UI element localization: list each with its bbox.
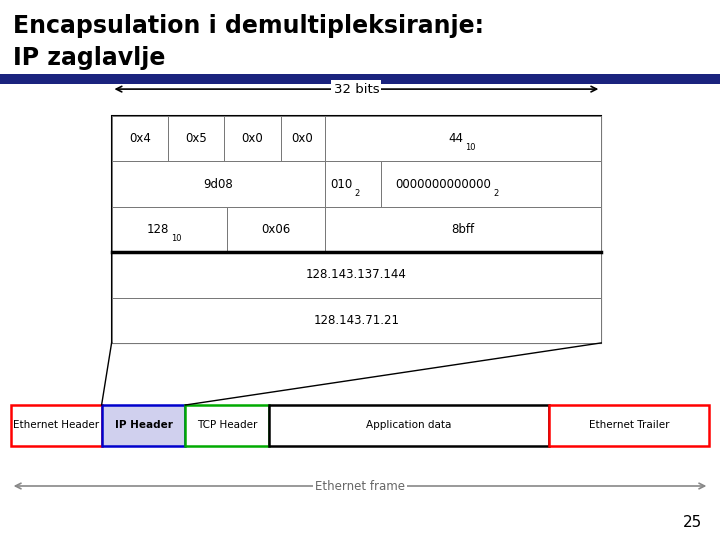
Text: 010: 010 — [330, 178, 353, 191]
Bar — [0, 74, 720, 84]
Bar — [381, 161, 601, 207]
Text: 128.143.71.21: 128.143.71.21 — [313, 314, 400, 327]
Text: Application data: Application data — [366, 420, 451, 430]
Text: 0x5: 0x5 — [185, 132, 207, 145]
Bar — [112, 116, 168, 161]
Text: TCP Header: TCP Header — [197, 420, 258, 430]
Text: 10: 10 — [465, 143, 475, 152]
Text: Encapsulation i demultipleksiranje:: Encapsulation i demultipleksiranje: — [13, 14, 484, 37]
Text: 32 bits: 32 bits — [333, 83, 379, 96]
Bar — [112, 298, 601, 343]
Text: 2: 2 — [355, 188, 360, 198]
Text: Ethernet Trailer: Ethernet Trailer — [589, 420, 669, 430]
Text: 9d08: 9d08 — [203, 178, 233, 191]
Text: 44: 44 — [448, 132, 463, 145]
Bar — [168, 116, 224, 161]
Text: Ethernet frame: Ethernet frame — [315, 480, 405, 492]
Text: 10: 10 — [171, 234, 181, 243]
Text: IP Header: IP Header — [114, 420, 172, 430]
Bar — [224, 116, 281, 161]
Text: 25: 25 — [683, 515, 702, 530]
Bar — [186, 405, 269, 446]
Text: 0x0: 0x0 — [292, 132, 313, 145]
Text: 128: 128 — [147, 223, 169, 236]
Bar — [325, 116, 601, 161]
Bar — [112, 252, 601, 298]
Bar — [112, 161, 325, 207]
Text: IP zaglavlje: IP zaglavlje — [13, 46, 166, 70]
Text: 128.143.137.144: 128.143.137.144 — [306, 268, 407, 281]
Text: 0000000000000: 0000000000000 — [395, 178, 491, 191]
Text: 0x4: 0x4 — [129, 132, 150, 145]
Text: Ethernet Header: Ethernet Header — [13, 420, 99, 430]
Bar — [281, 116, 325, 161]
Bar — [325, 161, 381, 207]
Text: 2: 2 — [493, 188, 498, 198]
Bar — [112, 207, 227, 252]
Bar — [102, 405, 186, 446]
Bar — [11, 405, 102, 446]
Text: 8bff: 8bff — [451, 223, 474, 236]
Bar — [269, 405, 549, 446]
Bar — [549, 405, 709, 446]
Bar — [112, 116, 601, 343]
Bar — [227, 207, 325, 252]
Text: 0x0: 0x0 — [241, 132, 264, 145]
Text: 0x06: 0x06 — [261, 223, 290, 236]
Bar — [325, 207, 601, 252]
